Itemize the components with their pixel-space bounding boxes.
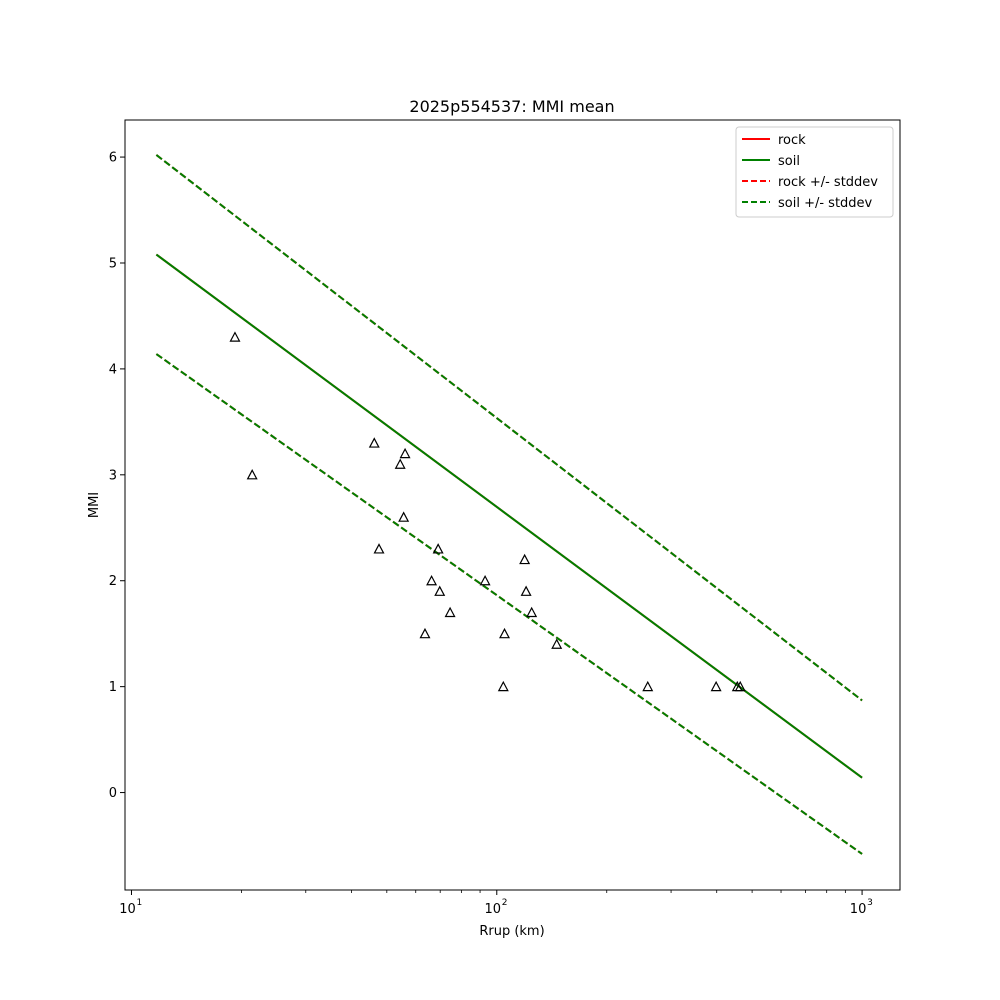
observation-marker (246, 469, 258, 480)
legend-label: soil (778, 154, 800, 169)
observation-marker (499, 627, 511, 639)
observation-marker (399, 447, 411, 459)
x-tick-label-exponent: 2 (502, 898, 508, 908)
observation-marker (734, 680, 746, 692)
x-tick-label: 10 (485, 902, 502, 917)
observation-marker (710, 680, 722, 692)
axes-frame (124, 119, 901, 891)
y-tick-label: 6 (109, 151, 117, 166)
observation-marker (551, 638, 563, 649)
observation-marker (394, 458, 406, 469)
y-tick-label: 2 (109, 574, 117, 589)
legend-label: soil +/- stddev (778, 196, 873, 211)
y-tick-label: 4 (109, 362, 117, 377)
x-tick-label: 10 (119, 902, 136, 917)
observation-marker (434, 585, 446, 596)
observation-marker (229, 331, 241, 342)
series-line-soil-stddev (155, 353, 863, 855)
chart-title: 2025p554537: MMI mean (409, 97, 614, 116)
observation-marker (497, 680, 509, 692)
x-axis-label: Rrup (km) (479, 924, 544, 939)
observation-marker (526, 606, 538, 618)
x-tick-label: 10 (850, 902, 867, 917)
observation-marker (519, 553, 531, 565)
legend: rock soil rock +/- stddev soil +/- stddev (735, 126, 894, 218)
series-line-soil-stddev (155, 154, 863, 702)
legend-box (735, 126, 894, 218)
y-axis-label: MMI (87, 492, 102, 518)
observation-marker (479, 574, 491, 586)
y-tick-label: 1 (109, 680, 117, 695)
observation-marker (368, 437, 380, 448)
observation-marker (444, 606, 456, 618)
plot-area (155, 154, 863, 855)
observation-marker (398, 511, 410, 522)
observation-marker (432, 543, 444, 554)
observation-marker (373, 543, 385, 554)
observation-marker (426, 574, 438, 586)
observation-marker (419, 627, 431, 639)
y-tick-label: 0 (109, 786, 117, 801)
legend-label: rock +/- stddev (778, 175, 878, 190)
x-tick-label-exponent: 3 (867, 898, 873, 908)
x-tick-label-exponent: 1 (136, 898, 142, 908)
legend-label: rock (778, 133, 806, 148)
y-tick-label: 3 (109, 468, 117, 483)
observation-marker (520, 585, 532, 596)
observation-marker (642, 680, 654, 692)
y-tick-label: 5 (109, 256, 117, 271)
